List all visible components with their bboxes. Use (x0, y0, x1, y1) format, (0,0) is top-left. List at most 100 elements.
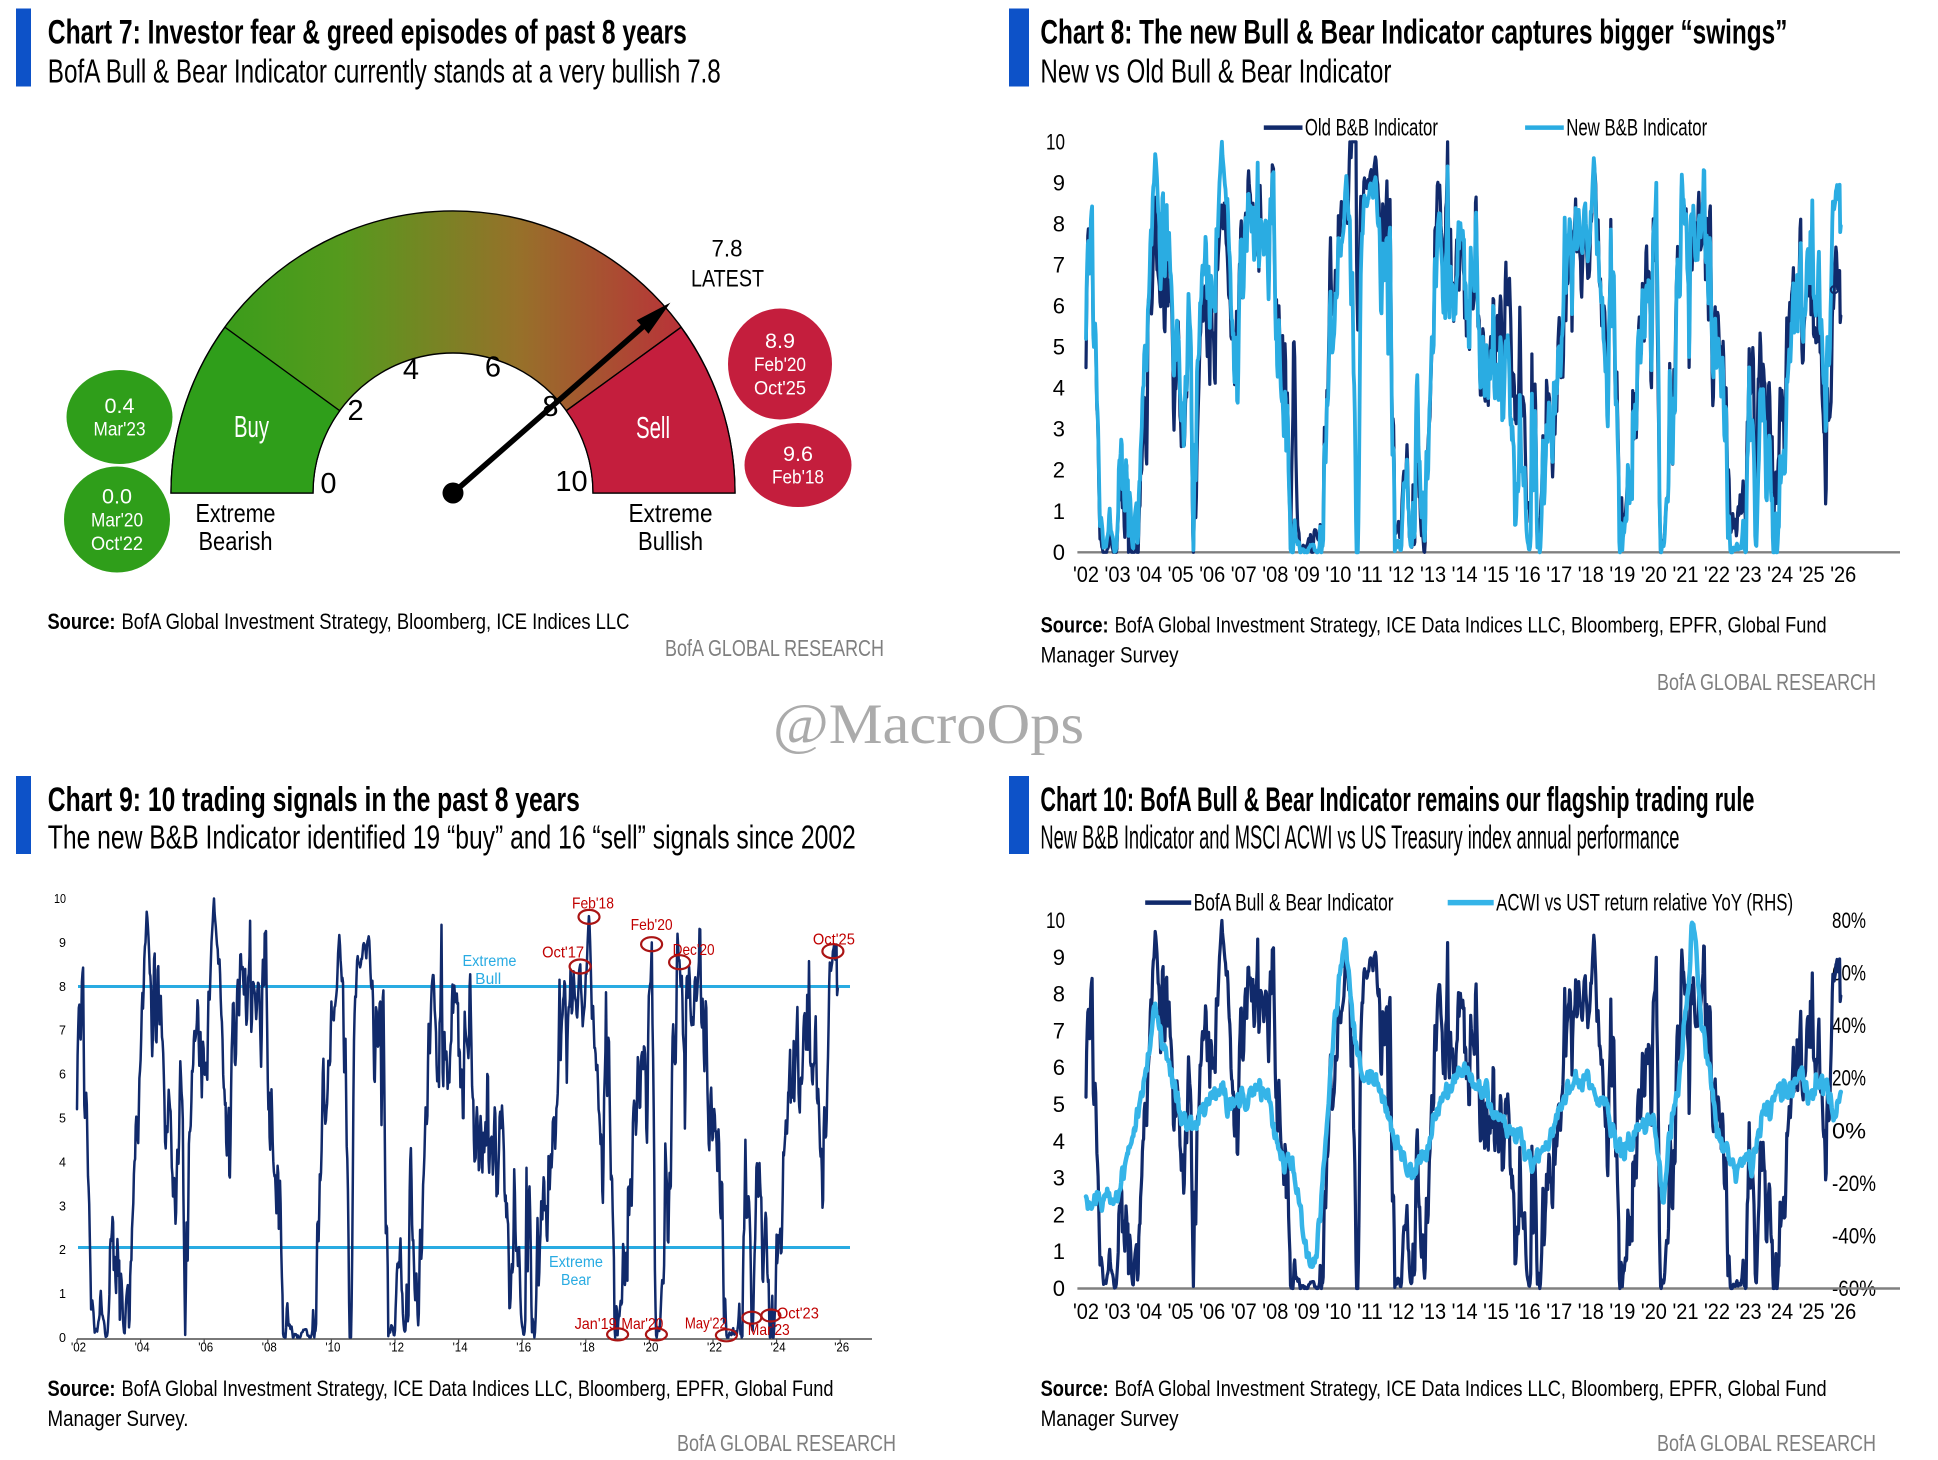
svg-text:Bear: Bear (561, 1272, 591, 1289)
svg-text:8.9: 8.9 (765, 330, 795, 353)
svg-text:4: 4 (403, 354, 419, 386)
svg-text:1: 1 (1053, 499, 1065, 524)
svg-text:Extreme: Extreme (463, 953, 517, 970)
svg-text:'26: '26 (834, 1341, 849, 1355)
svg-text:Dec'20: Dec'20 (673, 942, 715, 959)
svg-text:Source:: Source: (48, 1376, 116, 1401)
svg-text:0%: 0% (1832, 1118, 1866, 1143)
svg-text:Source:: Source: (1041, 1376, 1109, 1401)
svg-text:LATEST: LATEST (691, 266, 764, 293)
svg-text:'17: '17 (1546, 1299, 1572, 1324)
svg-text:Bullish: Bullish (638, 526, 703, 556)
svg-text:'02: '02 (71, 1341, 86, 1355)
svg-text:Chart 7: Investor fear & greed: Chart 7: Investor fear & greed episodes … (48, 14, 687, 52)
svg-text:'22: '22 (707, 1341, 722, 1355)
svg-text:Bull: Bull (475, 971, 501, 988)
svg-text:'06: '06 (198, 1341, 213, 1355)
svg-text:'22: '22 (1704, 1299, 1730, 1324)
svg-text:5: 5 (1053, 335, 1065, 360)
svg-text:'21: '21 (1672, 562, 1698, 587)
svg-text:3: 3 (59, 1199, 66, 1213)
svg-text:Chart 9: 10 trading signals in: Chart 9: 10 trading signals in the past … (48, 781, 580, 819)
svg-text:9.6: 9.6 (783, 443, 813, 466)
svg-text:Oct'23: Oct'23 (777, 1306, 819, 1323)
svg-text:'12: '12 (1389, 1299, 1415, 1324)
svg-text:Source:: Source: (1041, 613, 1109, 638)
svg-text:6: 6 (1053, 294, 1065, 319)
svg-text:'16: '16 (1515, 1299, 1541, 1324)
svg-text:5: 5 (1053, 1092, 1065, 1117)
svg-text:'05: '05 (1168, 1299, 1194, 1324)
svg-text:'10: '10 (325, 1341, 340, 1355)
svg-text:'18: '18 (580, 1341, 595, 1355)
svg-text:1: 1 (1053, 1239, 1065, 1264)
svg-text:6: 6 (1053, 1055, 1065, 1080)
svg-text:80%: 80% (1832, 908, 1866, 933)
svg-text:BofA GLOBAL RESEARCH: BofA GLOBAL RESEARCH (665, 635, 884, 661)
svg-text:2: 2 (348, 395, 364, 427)
svg-text:BofA GLOBAL RESEARCH: BofA GLOBAL RESEARCH (677, 1430, 896, 1456)
svg-text:20%: 20% (1832, 1066, 1866, 1091)
svg-text:'25: '25 (1799, 562, 1825, 587)
svg-text:Mar'20: Mar'20 (621, 1316, 663, 1333)
svg-text:10: 10 (1046, 908, 1065, 933)
svg-text:8: 8 (59, 980, 66, 994)
svg-text:7: 7 (1053, 252, 1065, 277)
svg-text:Manager Survey.: Manager Survey. (48, 1406, 189, 1431)
svg-text:Oct'22: Oct'22 (91, 534, 143, 555)
svg-text:'24: '24 (1767, 562, 1793, 587)
svg-text:0: 0 (320, 468, 336, 500)
svg-text:'11: '11 (1357, 1299, 1383, 1324)
svg-text:Extreme: Extreme (549, 1254, 603, 1271)
svg-text:9: 9 (59, 936, 66, 950)
svg-text:5: 5 (59, 1112, 66, 1126)
svg-text:BofA Global Investment Strateg: BofA Global Investment Strategy, ICE Dat… (1115, 1376, 1827, 1401)
svg-text:'16: '16 (1515, 562, 1541, 587)
svg-text:Source:: Source: (48, 609, 116, 634)
svg-text:Oct'25: Oct'25 (754, 378, 806, 399)
svg-text:BofA Global Investment Strateg: BofA Global Investment Strategy, ICE Dat… (1115, 613, 1827, 638)
svg-text:0: 0 (1053, 1276, 1065, 1301)
svg-text:'23: '23 (1736, 1299, 1762, 1324)
svg-text:Buy: Buy (234, 409, 269, 444)
svg-text:'04: '04 (1136, 1299, 1162, 1324)
svg-text:8: 8 (1053, 982, 1065, 1007)
svg-text:'14: '14 (453, 1341, 468, 1355)
svg-text:4: 4 (1053, 376, 1065, 401)
svg-text:'12: '12 (1389, 562, 1415, 587)
svg-text:2: 2 (1053, 458, 1065, 483)
svg-text:'25: '25 (1799, 1299, 1825, 1324)
svg-text:'02: '02 (1073, 562, 1099, 587)
svg-text:Mar'23: Mar'23 (94, 420, 146, 441)
svg-text:'17: '17 (1546, 562, 1572, 587)
svg-text:'06: '06 (1199, 1299, 1225, 1324)
svg-text:Chart 10: BofA Bull & Bear Ind: Chart 10: BofA Bull & Bear Indicator rem… (1040, 781, 1754, 819)
svg-text:'20: '20 (1641, 562, 1667, 587)
svg-text:9: 9 (1053, 945, 1065, 970)
svg-text:'08: '08 (262, 1341, 277, 1355)
svg-text:'10: '10 (1325, 1299, 1351, 1324)
svg-text:Bearish: Bearish (199, 526, 273, 556)
svg-text:'03: '03 (1105, 1299, 1131, 1324)
svg-text:2: 2 (1053, 1202, 1065, 1227)
svg-text:'22: '22 (1704, 562, 1730, 587)
svg-text:@MacroOps: @MacroOps (773, 693, 1084, 756)
svg-text:Mar'23: Mar'23 (748, 1322, 790, 1339)
svg-text:'16: '16 (516, 1341, 531, 1355)
svg-text:BofA Bull & Bear Indicator cur: BofA Bull & Bear Indicator currently sta… (48, 54, 721, 91)
svg-text:BofA GLOBAL RESEARCH: BofA GLOBAL RESEARCH (1657, 1430, 1876, 1456)
svg-text:'08: '08 (1262, 562, 1288, 587)
svg-text:'08: '08 (1262, 1299, 1288, 1324)
svg-text:Feb'18: Feb'18 (772, 468, 824, 489)
svg-text:New vs Old Bull & Bear Indicat: New vs Old Bull & Bear Indicator (1040, 54, 1391, 91)
svg-text:'18: '18 (1578, 1299, 1604, 1324)
svg-text:-40%: -40% (1832, 1223, 1876, 1248)
svg-text:0.0: 0.0 (102, 486, 132, 509)
svg-text:'11: '11 (1357, 562, 1383, 587)
svg-text:'19: '19 (1609, 1299, 1635, 1324)
svg-text:Jan'19: Jan'19 (575, 1316, 617, 1333)
svg-text:10: 10 (1046, 129, 1065, 154)
svg-text:'20: '20 (643, 1341, 658, 1355)
svg-text:'04: '04 (135, 1341, 150, 1355)
svg-text:Manager Survey: Manager Survey (1041, 643, 1179, 668)
